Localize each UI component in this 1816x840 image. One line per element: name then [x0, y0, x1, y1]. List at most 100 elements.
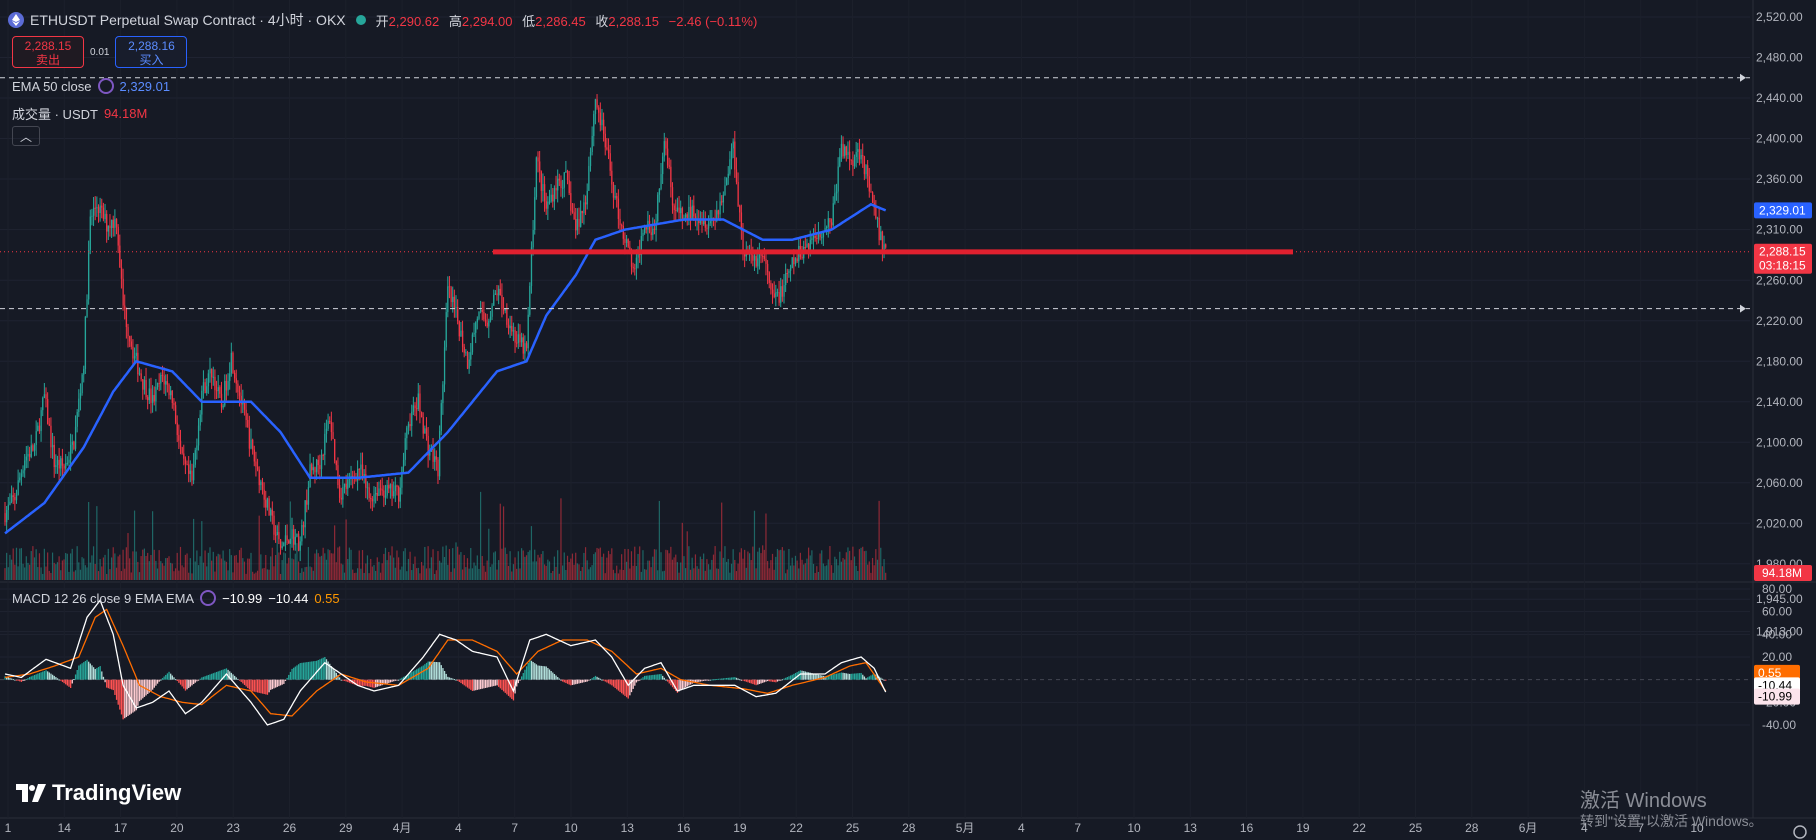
volume-bar	[496, 569, 498, 580]
volume-bar	[511, 571, 513, 580]
candle-body	[120, 267, 123, 279]
volume-bar	[250, 552, 252, 580]
candle-body	[79, 393, 82, 399]
volume-legend[interactable]: 成交量 · USDT 94.18M	[12, 106, 148, 122]
volume-bar	[235, 554, 237, 580]
macd-histogram-bar	[81, 663, 83, 680]
volume-bar	[56, 562, 59, 580]
volume-bar	[166, 558, 168, 580]
volume-bar	[347, 559, 349, 580]
macd-histogram-bar	[238, 679, 241, 681]
volume-bar	[83, 558, 85, 580]
collapse-legend-button[interactable]: ︿	[12, 126, 40, 146]
volume-bar	[662, 571, 664, 580]
volume-bar	[545, 565, 547, 580]
volume-bar	[379, 572, 382, 580]
volume-bar	[686, 531, 688, 580]
macd-histogram-bar	[594, 675, 597, 680]
tradingview-logo[interactable]: TradingView	[16, 780, 181, 806]
volume-bar	[196, 550, 198, 580]
macd-histogram-bar	[176, 679, 178, 681]
volume-bar	[824, 566, 826, 580]
candle-body	[386, 485, 388, 496]
price-label-box	[1754, 243, 1812, 274]
candle-body	[127, 327, 129, 337]
volume-bar	[493, 552, 495, 580]
macd-histogram-bar	[301, 662, 303, 680]
macd-histogram-bar	[111, 679, 113, 690]
symbol-title[interactable]: ETHUSDT Perpetual Swap Contract · 4小时 · …	[30, 12, 346, 28]
volume-bar	[514, 557, 516, 580]
macd-histogram-bar	[786, 677, 788, 680]
volume-bar	[275, 555, 277, 580]
candle-body	[606, 147, 608, 150]
macd-histogram-bar	[261, 679, 264, 694]
volume-bar	[35, 549, 37, 580]
candle-body	[501, 294, 503, 309]
macd-histogram-bar	[839, 672, 841, 680]
level-marker-icon	[1740, 73, 1746, 82]
macd-histogram-bar	[40, 672, 42, 680]
volume-bar	[601, 556, 603, 580]
volume-bar	[529, 550, 531, 580]
volume-bar	[194, 561, 196, 580]
volume-bar	[396, 550, 398, 580]
volume-bar	[99, 558, 101, 580]
macd-histogram-bar	[324, 657, 326, 680]
volume-bar	[222, 550, 224, 580]
macd-histogram-bar	[319, 659, 321, 680]
macd-histogram-bar	[94, 669, 96, 680]
volume-bar	[145, 556, 147, 580]
candle-body	[658, 189, 661, 195]
macd-histogram-bar	[780, 679, 782, 681]
candle-body	[519, 334, 521, 343]
time-tick-label: 19	[1296, 821, 1310, 835]
macd-histogram-bar	[542, 666, 544, 680]
volume-bar	[744, 549, 746, 580]
candle-body	[302, 524, 305, 528]
candle-body	[322, 454, 324, 456]
macd-histogram-bar	[445, 673, 447, 680]
buy-button[interactable]: 2,288.16 买入	[115, 36, 188, 68]
ema-legend[interactable]: EMA 50 close 2,329.01	[12, 78, 171, 94]
macd-histogram-bar	[819, 675, 821, 680]
macd-histogram-bar	[840, 672, 843, 680]
candle-body	[583, 202, 585, 214]
candle-body	[530, 247, 533, 287]
volume-bar	[161, 563, 164, 580]
candle-body	[48, 423, 50, 426]
macd-histogram-bar	[881, 678, 884, 680]
volume-bar	[491, 564, 493, 580]
macd-legend[interactable]: MACD 12 26 close 9 EMA EMA −10.99 −10.44…	[12, 590, 340, 606]
volume-bar	[867, 564, 869, 580]
volume-bar	[386, 560, 388, 580]
candle-body	[752, 254, 754, 261]
candle-body	[429, 451, 431, 456]
candle-body	[555, 187, 557, 191]
price-label-box	[1754, 202, 1812, 219]
volume-bar	[219, 554, 221, 580]
settings-icon-macd[interactable]	[200, 590, 217, 606]
volume-bar	[539, 557, 541, 580]
macd-histogram-bar	[763, 679, 766, 683]
volume-bar	[420, 561, 423, 580]
macd-histogram-bar	[483, 679, 485, 689]
macd-histogram-bar	[73, 678, 75, 680]
settings-icon[interactable]	[97, 78, 114, 94]
volume-bar	[127, 533, 129, 580]
macd-histogram-bar	[329, 663, 331, 680]
candle-body	[499, 288, 501, 295]
sell-button[interactable]: 2,288.15 卖出	[12, 36, 84, 68]
macd-histogram-bar	[540, 665, 542, 680]
volume-bar	[345, 519, 347, 580]
volume-bar	[445, 545, 447, 580]
gear-icon	[1793, 825, 1807, 839]
countdown-label: 03:18:15	[1759, 259, 1806, 273]
macd-histogram-bar	[488, 679, 490, 688]
macd-histogram-bar	[476, 679, 479, 690]
candle-body	[744, 254, 746, 257]
macd-histogram-bar	[327, 661, 329, 680]
volume-bar	[137, 561, 139, 580]
macd-histogram-bar	[401, 677, 403, 680]
